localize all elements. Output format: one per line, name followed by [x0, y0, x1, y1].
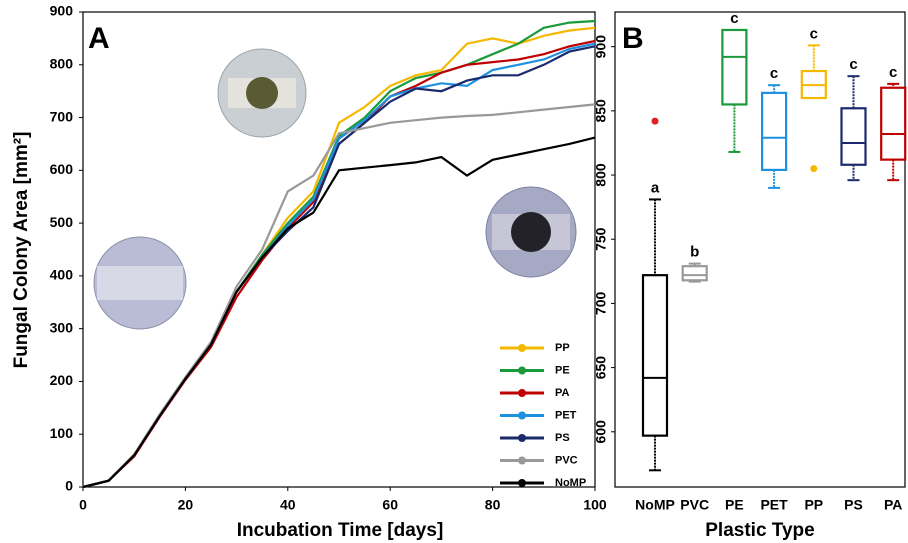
box: [840, 107, 867, 166]
y-tick-label: 900: [593, 35, 609, 59]
x-tick-label: PS: [844, 497, 863, 513]
x-tick-label: 60: [382, 497, 398, 513]
legend-marker: [518, 344, 526, 352]
group-letter: a: [651, 179, 660, 196]
legend-label: NoMP: [555, 477, 586, 489]
y-axis-title: Fungal Colony Area [mm²]: [11, 132, 32, 369]
y-tick-label: 0: [65, 478, 73, 494]
legend-label: PVC: [555, 454, 578, 466]
x-tick-label: PA: [884, 497, 902, 513]
group-letter: c: [849, 56, 857, 73]
group-letter: c: [730, 10, 738, 27]
x-tick-label: PVC: [680, 497, 709, 513]
y-tick-label: 650: [593, 356, 609, 380]
legend-label: PS: [555, 432, 570, 444]
x-tick-label: 20: [178, 497, 194, 513]
legend-label: PET: [555, 409, 577, 421]
legend-label: PE: [555, 364, 570, 376]
box: [721, 28, 748, 106]
legend-marker: [518, 411, 526, 420]
panel-label: B: [622, 22, 644, 55]
legend-marker: [518, 434, 526, 442]
y-tick-label: 100: [50, 425, 74, 441]
y-tick-label: 600: [593, 420, 609, 444]
y-tick-label: 700: [50, 108, 74, 124]
y-tick-label: 600: [50, 161, 74, 177]
y-tick-label: 200: [50, 372, 74, 388]
panel-label: A: [88, 22, 110, 55]
x-axis-title: Plastic Type: [705, 520, 814, 541]
x-tick-label: 80: [485, 497, 501, 513]
legend-marker: [518, 389, 526, 397]
group-letter: c: [770, 65, 778, 82]
legend-marker: [518, 366, 526, 375]
outlier: [810, 165, 818, 173]
y-tick-label: 400: [50, 267, 74, 283]
legend-label: PP: [555, 342, 570, 354]
legend-marker: [518, 479, 526, 487]
x-tick-label: PE: [725, 497, 744, 513]
x-tick-label: 40: [280, 497, 296, 513]
x-tick-label: NoMP: [635, 497, 675, 513]
y-tick-label: 800: [50, 55, 74, 71]
outlier: [651, 117, 659, 125]
y-tick-label: 700: [593, 292, 609, 316]
panel-b-frame: [614, 11, 906, 488]
group-letter: c: [810, 25, 818, 42]
y-tick-label: 800: [593, 163, 609, 187]
group-letter: c: [889, 64, 897, 81]
x-tick-label: 0: [79, 497, 87, 513]
x-tick-label: PET: [760, 497, 788, 513]
petri-dish: [93, 48, 577, 330]
x-tick-label: 100: [583, 497, 607, 513]
legend-label: PA: [555, 387, 570, 399]
box: [641, 274, 669, 437]
y-tick-label: 500: [50, 214, 74, 230]
y-tick-label: 900: [50, 3, 74, 19]
box: [760, 91, 788, 172]
x-tick-label: PP: [804, 497, 823, 513]
panel-a-frame: [82, 11, 596, 488]
legend-marker: [518, 456, 526, 465]
series-line: [82, 136, 596, 489]
y-tick-label: 850: [593, 99, 609, 123]
y-tick-label: 300: [50, 319, 74, 335]
group-letter: b: [690, 244, 699, 261]
x-axis-title: Incubation Time [days]: [237, 520, 444, 541]
box: [681, 265, 708, 282]
box: [880, 86, 907, 161]
y-tick-label: 750: [593, 227, 609, 251]
